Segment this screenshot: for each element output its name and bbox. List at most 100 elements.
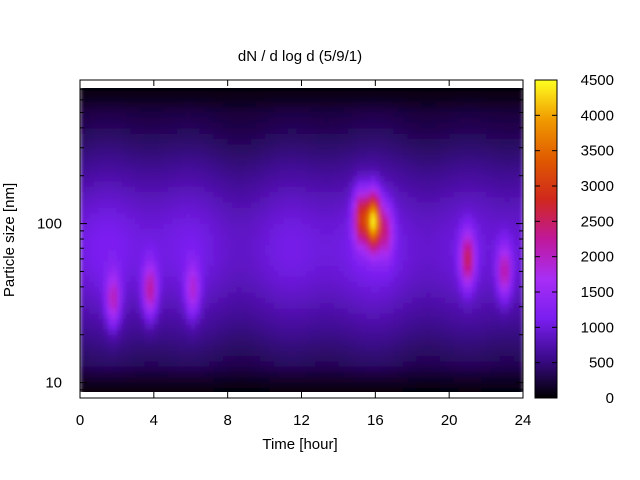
heatmap-cell (379, 376, 386, 383)
heatmap-cell (264, 133, 270, 139)
heatmap-cell (116, 164, 123, 171)
heatmap-cell (278, 339, 284, 346)
heatmap-cell (338, 313, 344, 320)
heatmap-cell (107, 313, 113, 320)
heatmap-cell (107, 360, 113, 367)
heatmap-cell (324, 307, 330, 314)
heatmap-cell (416, 101, 423, 108)
heatmap-cell (218, 387, 224, 394)
heatmap-cell (246, 382, 252, 388)
heatmap-cell (250, 339, 256, 346)
heatmap-cell (421, 270, 427, 277)
heatmap-cell (186, 212, 192, 219)
heatmap-cell (361, 297, 367, 304)
heatmap-cell (116, 186, 123, 192)
heatmap-cell (366, 329, 372, 335)
heatmap-cell (435, 85, 441, 92)
heatmap-cell (153, 239, 160, 245)
heatmap-cell (112, 371, 118, 378)
heatmap-cell (338, 249, 344, 256)
heatmap-cell (93, 323, 100, 330)
heatmap-cell (176, 260, 183, 267)
heatmap-cell (407, 186, 413, 192)
heatmap-cell (89, 117, 95, 123)
heatmap-cell (135, 345, 141, 351)
heatmap-cell (181, 270, 187, 277)
heatmap-cell (259, 244, 266, 251)
heatmap-cell (223, 329, 229, 335)
heatmap-cell (236, 90, 243, 97)
heatmap-cell (126, 254, 132, 261)
heatmap-cell (356, 260, 363, 267)
heatmap-cell (435, 265, 441, 272)
heatmap-cell (190, 90, 196, 97)
heatmap-cell (384, 265, 390, 272)
heatmap-cell (416, 138, 423, 145)
heatmap-cell (324, 217, 330, 224)
heatmap-cell (227, 339, 233, 346)
heatmap-cell (301, 106, 307, 113)
heatmap-cell (172, 217, 178, 224)
heatmap-cell (375, 270, 381, 277)
heatmap-cell (259, 382, 266, 388)
heatmap-cell (112, 286, 118, 293)
heatmap-cell (324, 244, 330, 251)
heatmap-cell (458, 180, 464, 187)
heatmap-cell (199, 329, 206, 335)
heatmap-cell (204, 201, 210, 208)
heatmap-cell (283, 292, 289, 298)
heatmap-cell (329, 292, 335, 298)
heatmap-cell (93, 276, 100, 282)
heatmap-cell (296, 239, 303, 245)
heatmap-cell (287, 191, 293, 198)
heatmap-cell (250, 175, 256, 182)
heatmap-cell (315, 196, 321, 203)
heatmap-cell (158, 122, 164, 129)
heatmap-cell (287, 376, 293, 383)
heatmap-cell (287, 148, 293, 155)
heatmap-cell (153, 196, 160, 203)
heatmap-cell (199, 376, 206, 383)
heatmap-cell (375, 366, 381, 373)
heatmap-cell (366, 323, 372, 330)
heatmap-cell (324, 111, 330, 118)
heatmap-cell (241, 350, 247, 357)
heatmap-cell (421, 345, 427, 351)
heatmap-cell (310, 85, 316, 92)
heatmap-cell (250, 233, 256, 240)
heatmap-cell (310, 260, 316, 267)
heatmap-cell (315, 233, 321, 240)
heatmap-cell (287, 313, 293, 320)
heatmap-cell (269, 170, 275, 176)
heatmap-cell (163, 376, 169, 383)
heatmap-cell (236, 164, 243, 171)
heatmap-cell (199, 133, 206, 139)
heatmap-cell (333, 307, 340, 314)
heatmap-cell (273, 371, 280, 378)
heatmap-cell (287, 345, 293, 351)
heatmap-cell (190, 117, 196, 123)
heatmap-cell (370, 233, 376, 240)
heatmap-cell (181, 212, 187, 219)
heatmap-cell (98, 244, 104, 251)
heatmap-cell (259, 212, 266, 219)
heatmap-cell (366, 360, 372, 367)
heatmap-cell (223, 95, 229, 102)
heatmap-cell (250, 382, 256, 388)
heatmap-cell (310, 154, 316, 161)
heatmap-cell (273, 175, 280, 182)
heatmap-cell (80, 254, 86, 261)
heatmap-cell (190, 276, 196, 282)
heatmap-cell (121, 85, 127, 92)
heatmap-cell (379, 360, 386, 367)
heatmap-cell (403, 286, 409, 293)
heatmap-cell (366, 159, 372, 166)
heatmap-cell (333, 387, 340, 394)
heatmap-cell (407, 159, 413, 166)
heatmap-cell (421, 366, 427, 373)
heatmap-cell (172, 106, 178, 113)
heatmap-cell (84, 329, 90, 335)
heatmap-cell (430, 376, 436, 383)
heatmap-cell (112, 382, 118, 388)
heatmap-cell (356, 122, 363, 129)
